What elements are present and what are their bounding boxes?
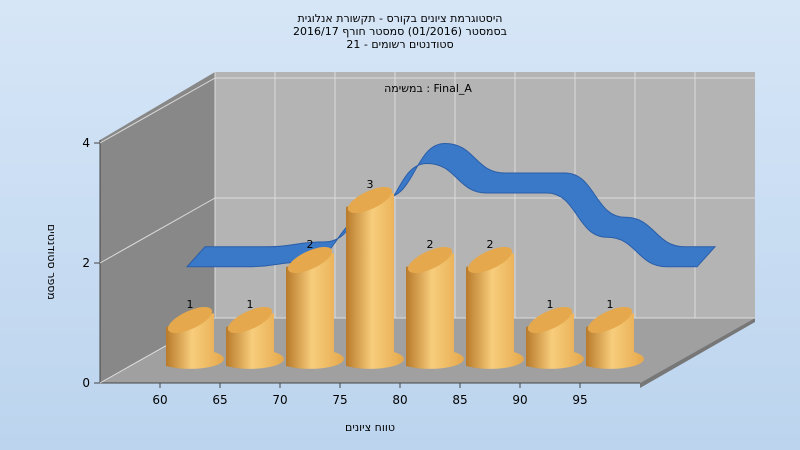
x-tick-label: 60: [152, 393, 167, 407]
left-wall: [100, 72, 215, 383]
bar-top: [287, 246, 333, 274]
bar: 2: [286, 238, 344, 369]
x-tick-label: 70: [272, 393, 287, 407]
bar-data-label: 1: [607, 298, 614, 311]
bar: 1: [586, 298, 644, 369]
x-tick-label: 65: [212, 393, 227, 407]
x-tick-label: 75: [332, 393, 347, 407]
bar-top: [467, 246, 513, 274]
y-axis-label: מספר סטודנטים: [45, 224, 58, 300]
x-axis-label: טווח ציונים: [345, 421, 395, 434]
floor-edge: [640, 318, 755, 388]
grid-diag-line: [99, 197, 216, 264]
grid-diag-line: [99, 77, 216, 144]
bar-body: [466, 253, 524, 369]
y-tick-label: 0: [82, 376, 90, 390]
bar-body: [286, 253, 344, 369]
bar-top: [167, 306, 213, 334]
y-tick-label: 4: [82, 136, 90, 150]
bar: 1: [166, 298, 224, 369]
title-line-3: סטודנטים רשומים - 21: [346, 38, 453, 51]
bar-top: [407, 246, 453, 274]
bar-data-label: 2: [487, 238, 494, 251]
bar: 1: [526, 298, 584, 369]
bar-data-label: 2: [307, 238, 314, 251]
bar-top: [347, 186, 393, 214]
title-line-2: בסמסטר (01/2016) סמסטר חורף 2016/17: [293, 25, 507, 38]
bars: 1 1 2 3 2 2 1 1: [166, 178, 644, 369]
bar-body: [346, 193, 404, 369]
bar: 3: [346, 178, 404, 369]
bar-data-label: 1: [547, 298, 554, 311]
bar-data-label: 3: [367, 178, 374, 191]
bar-top: [527, 306, 573, 334]
axis-ticks: 60 65 70 75 80 85 90 95 0 2 4: [82, 136, 587, 407]
bar-data-label: 2: [427, 238, 434, 251]
bar-top: [227, 306, 273, 334]
x-tick-label: 95: [572, 393, 587, 407]
bar-data-label: 1: [187, 298, 194, 311]
bar: 2: [466, 238, 524, 369]
title-line-1: היסטוגרמת ציונים בקורס - תקשורת אנלוגית: [298, 12, 503, 25]
bar: 1: [226, 298, 284, 369]
y-tick-label: 2: [82, 256, 90, 270]
bar: 2: [406, 238, 464, 369]
chart-title: היסטוגרמת ציונים בקורס - תקשורת אנלוגית …: [293, 12, 507, 51]
x-tick-label: 80: [392, 393, 407, 407]
assignment-annotation: במשימה : Final_A: [384, 82, 472, 95]
x-tick-label: 90: [512, 393, 527, 407]
bar-top: [587, 306, 633, 334]
bar-body: [406, 253, 464, 369]
x-tick-label: 85: [452, 393, 467, 407]
bar-data-label: 1: [247, 298, 254, 311]
